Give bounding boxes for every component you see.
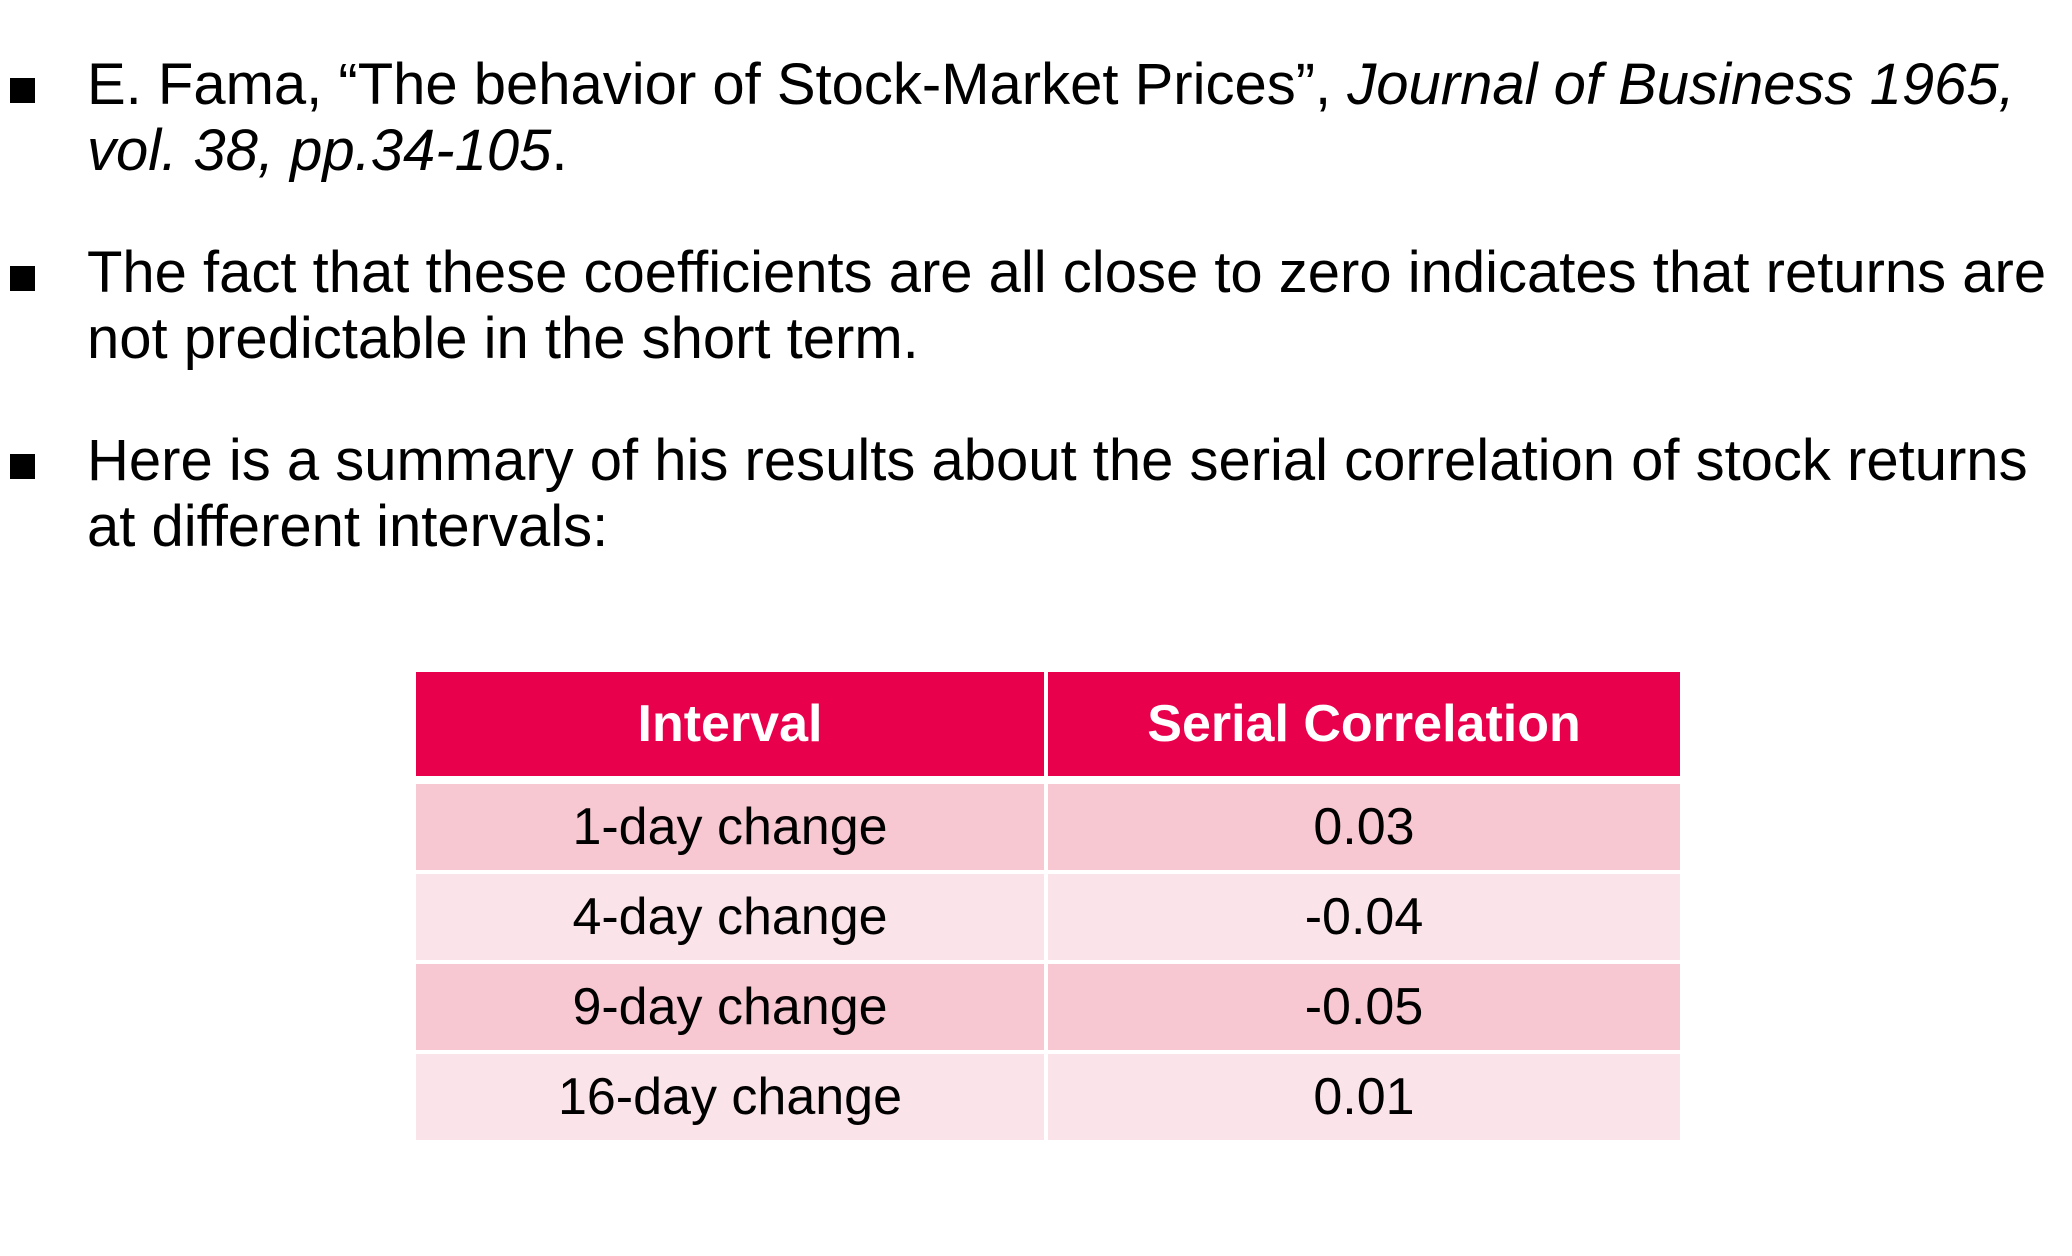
citation-author-title: E. Fama, “The behavior of Stock-Market P…: [87, 52, 1348, 117]
correlation-cell: 0.01: [1046, 1052, 1680, 1144]
interval-cell: 1-day change: [416, 780, 1048, 874]
table-row: 9-day change -0.05: [416, 962, 1680, 1054]
header-serial-correlation: Serial Correlation: [1046, 672, 1680, 784]
bullet-item-summary: Here is a summary of his results about t…: [0, 428, 2072, 560]
table-row: 1-day change 0.03: [416, 780, 1680, 874]
correlation-cell: -0.04: [1046, 872, 1680, 964]
table-row: 16-day change 0.01: [416, 1052, 1680, 1144]
correlation-cell: 0.03: [1046, 780, 1680, 874]
square-bullet-icon: [10, 266, 35, 291]
bullet-text: Here is a summary of his results about t…: [87, 428, 2028, 559]
square-bullet-icon: [10, 78, 35, 103]
citation-journal: Journal of Business 1965, vol. 38, pp.34…: [87, 52, 2015, 183]
table-header-row: Interval Serial Correlation: [416, 672, 1680, 784]
citation-period: .: [551, 118, 568, 183]
interval-cell: 4-day change: [416, 872, 1048, 964]
interval-cell: 9-day change: [416, 962, 1048, 1054]
correlation-cell: -0.05: [1046, 962, 1680, 1054]
bullet-item-citation: E. Fama, “The behavior of Stock-Market P…: [0, 52, 2072, 184]
table-row: 4-day change -0.04: [416, 872, 1680, 964]
bullet-list: E. Fama, “The behavior of Stock-Market P…: [0, 52, 2072, 616]
bullet-item-coefficients: The fact that these coefficients are all…: [0, 240, 2072, 372]
header-interval: Interval: [416, 672, 1048, 784]
bullet-text: The fact that these coefficients are all…: [87, 240, 2047, 371]
square-bullet-icon: [10, 454, 35, 479]
interval-cell: 16-day change: [416, 1052, 1048, 1144]
serial-correlation-table: Interval Serial Correlation 1-day change…: [416, 672, 1680, 1144]
